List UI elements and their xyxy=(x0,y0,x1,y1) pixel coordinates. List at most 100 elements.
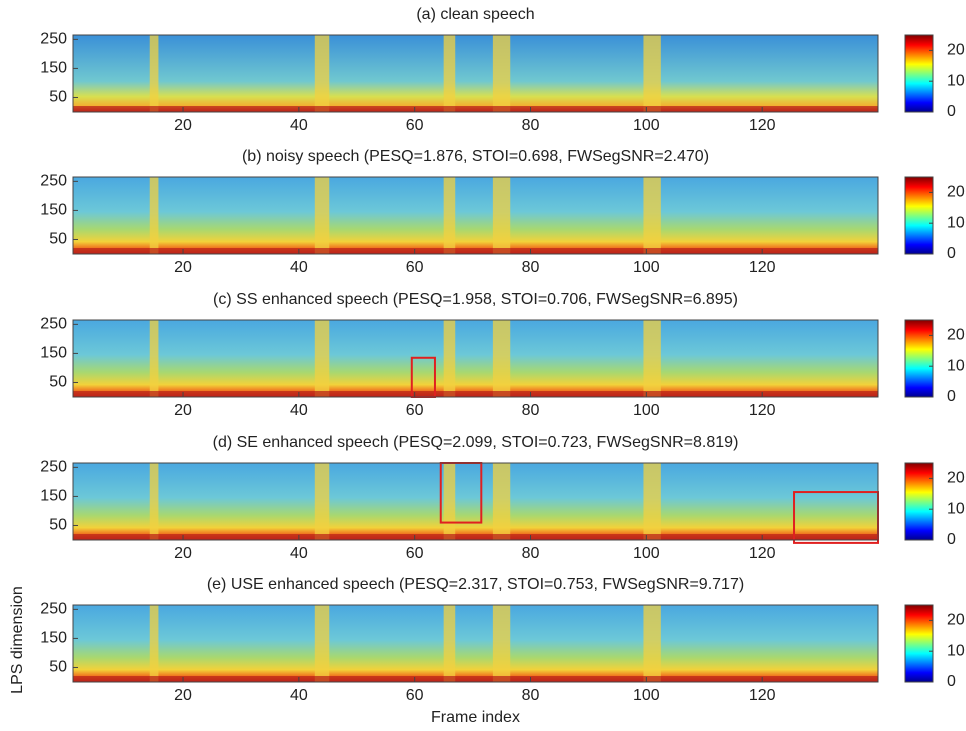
spectrogram-stripe xyxy=(643,463,661,540)
x-tick-label: 80 xyxy=(522,117,540,134)
colorbar-tick-label: 0 xyxy=(947,673,956,690)
spectrogram-floor xyxy=(73,391,878,397)
panel-title: (a) clean speech xyxy=(416,6,534,23)
x-tick-label: 120 xyxy=(749,402,776,419)
spectrogram-stripe xyxy=(314,35,330,112)
x-tick-label: 80 xyxy=(522,402,540,419)
y-tick-label: 250 xyxy=(40,316,67,333)
colorbar xyxy=(904,34,934,113)
colorbar xyxy=(904,604,934,683)
colorbar-tick-label: 10 xyxy=(947,500,965,517)
plot-frame xyxy=(72,176,879,255)
y-tick-label: 250 xyxy=(40,601,67,618)
spectrogram-floor xyxy=(73,676,878,682)
spectrogram-stripe xyxy=(149,35,159,112)
y-tick-label: 150 xyxy=(40,488,67,505)
x-tick-label: 40 xyxy=(290,545,308,562)
spectrogram-floor xyxy=(73,534,878,540)
y-tick-label: 50 xyxy=(49,659,67,676)
x-tick-label: 80 xyxy=(522,687,540,704)
spectrogram xyxy=(73,35,878,112)
x-tick-label: 20 xyxy=(174,259,192,276)
x-tick-label: 120 xyxy=(749,545,776,562)
plot-frame xyxy=(72,319,879,398)
x-tick-label: 100 xyxy=(633,687,660,704)
spectrogram xyxy=(73,320,878,397)
plot-frame xyxy=(72,462,879,541)
colorbar-tick-label: 10 xyxy=(947,357,965,374)
x-tick-label: 20 xyxy=(174,687,192,704)
spectrogram-stripe xyxy=(643,35,661,112)
spectrogram-stripe xyxy=(492,463,511,540)
spectrogram-stripe xyxy=(492,320,511,397)
colorbar-tick-label: 20 xyxy=(947,470,965,487)
spectrogram-stripe xyxy=(443,605,456,682)
y-tick-label: 50 xyxy=(49,89,67,106)
y-tick-label: 50 xyxy=(49,374,67,391)
y-axis-label: LPS dimension xyxy=(9,586,26,694)
y-tick-label: 250 xyxy=(40,31,67,48)
spectrogram-stripe xyxy=(643,605,661,682)
spectrogram-stripe xyxy=(492,605,511,682)
x-tick-label: 80 xyxy=(522,259,540,276)
x-tick-label: 120 xyxy=(749,117,776,134)
panel-title: (b) noisy speech (PESQ=1.876, STOI=0.698… xyxy=(242,148,709,165)
spectrogram-floor xyxy=(73,106,878,112)
spectrogram-stripe xyxy=(443,177,456,254)
x-tick-label: 40 xyxy=(290,687,308,704)
colorbar-tick-label: 20 xyxy=(947,42,965,59)
spectrogram-stripe xyxy=(314,605,330,682)
spectrogram-stripe xyxy=(149,463,159,540)
colorbar-tick-label: 20 xyxy=(947,612,965,629)
y-tick-label: 50 xyxy=(49,231,67,248)
colorbar-tick-label: 0 xyxy=(947,531,956,548)
spectrogram-stripe xyxy=(443,35,456,112)
x-tick-label: 100 xyxy=(633,259,660,276)
x-tick-label: 40 xyxy=(290,402,308,419)
x-tick-label: 60 xyxy=(406,545,424,562)
x-tick-label: 100 xyxy=(633,545,660,562)
y-tick-label: 250 xyxy=(40,459,67,476)
x-tick-label: 20 xyxy=(174,402,192,419)
colorbar-tick-label: 0 xyxy=(947,388,956,405)
x-tick-label: 40 xyxy=(290,117,308,134)
colorbar-tick-label: 0 xyxy=(947,245,956,262)
x-tick-label: 80 xyxy=(522,545,540,562)
colorbar xyxy=(904,319,934,398)
x-axis-label: Frame index xyxy=(431,709,520,726)
colorbar xyxy=(904,176,934,255)
spectrogram-stripe xyxy=(492,177,511,254)
spectrogram-floor xyxy=(73,248,878,254)
plot-frame xyxy=(72,604,879,683)
colorbar-tick-label: 20 xyxy=(947,327,965,344)
spectrogram-stripe xyxy=(314,320,330,397)
spectrogram-stripe xyxy=(443,320,456,397)
spectrogram xyxy=(73,605,878,682)
spectrogram xyxy=(73,463,878,540)
spectrogram xyxy=(73,177,878,254)
colorbar-tick-label: 0 xyxy=(947,103,956,120)
y-tick-label: 250 xyxy=(40,173,67,190)
y-tick-label: 50 xyxy=(49,517,67,534)
spectrogram-stripe xyxy=(149,320,159,397)
x-tick-label: 40 xyxy=(290,259,308,276)
x-tick-label: 60 xyxy=(406,117,424,134)
x-tick-label: 100 xyxy=(633,117,660,134)
colorbar-tick-label: 20 xyxy=(947,184,965,201)
x-tick-label: 60 xyxy=(406,687,424,704)
colorbar-tick-label: 10 xyxy=(947,214,965,231)
colorbar-tick-label: 10 xyxy=(947,642,965,659)
x-tick-label: 20 xyxy=(174,117,192,134)
y-tick-label: 150 xyxy=(40,202,67,219)
panel-title: (d) SE enhanced speech (PESQ=2.099, STOI… xyxy=(213,434,739,451)
spectrogram-stripe xyxy=(492,35,511,112)
x-tick-label: 20 xyxy=(174,545,192,562)
colorbar-tick-label: 10 xyxy=(947,72,965,89)
y-tick-label: 150 xyxy=(40,60,67,77)
spectrogram-stripe xyxy=(443,463,456,540)
x-tick-label: 60 xyxy=(406,259,424,276)
plot-frame xyxy=(72,34,879,113)
spectrogram-stripe xyxy=(643,177,661,254)
x-tick-label: 120 xyxy=(749,259,776,276)
